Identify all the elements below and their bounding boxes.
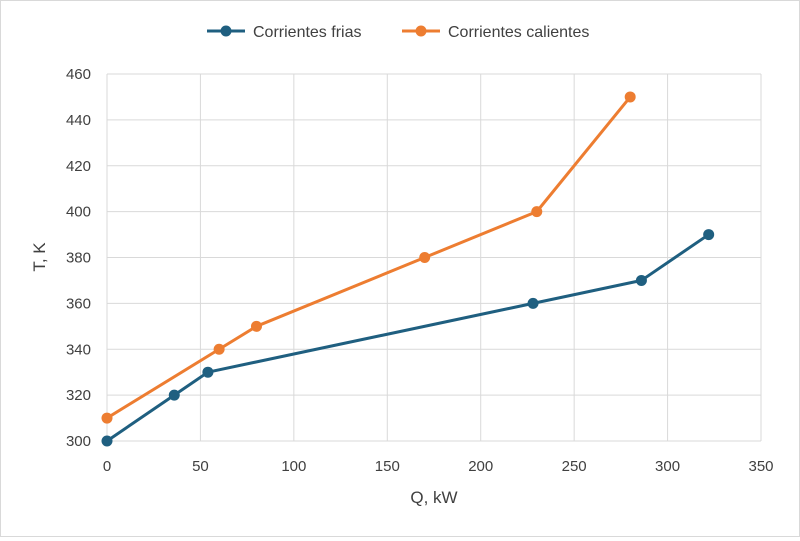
y-tick-label: 320: [66, 387, 91, 404]
data-point-series-1: [202, 366, 214, 378]
grid: [106, 73, 762, 442]
legend-label-2: Corrientes calientes: [448, 24, 589, 41]
x-tick-label: 100: [281, 458, 306, 475]
series: [101, 91, 715, 447]
x-tick-label: 250: [562, 458, 587, 475]
legend-marker-2: [415, 25, 427, 37]
data-point-series-2: [101, 412, 113, 424]
data-point-series-1: [703, 229, 715, 241]
data-point-series-1: [101, 435, 113, 447]
data-point-series-2: [531, 206, 543, 218]
y-tick-label: 360: [66, 295, 91, 312]
y-tick-label: 300: [66, 433, 91, 450]
y-tick-label: 340: [66, 341, 91, 358]
x-tick-label: 0: [103, 458, 111, 475]
data-point-series-2: [213, 343, 225, 355]
data-point-series-1: [635, 274, 647, 286]
data-point-series-2: [250, 320, 262, 332]
y-axis-ticks: 300 320 340 360 380 400 420 440 460: [66, 66, 91, 450]
y-axis-title: T, K: [30, 242, 49, 272]
x-tick-label: 50: [192, 458, 209, 475]
x-axis-ticks: 0 50 100 150 200 250 300 350: [103, 458, 774, 475]
y-tick-label: 380: [66, 250, 91, 267]
y-tick-label: 400: [66, 204, 91, 221]
x-tick-label: 150: [375, 458, 400, 475]
x-tick-label: 350: [748, 458, 773, 475]
legend-marker-1: [220, 25, 232, 37]
y-tick-label: 440: [66, 112, 91, 129]
x-tick-label: 200: [468, 458, 493, 475]
data-point-series-2: [624, 91, 636, 103]
y-tick-label: 420: [66, 158, 91, 175]
data-point-series-2: [419, 252, 431, 263]
series-line-2: [105, 95, 632, 420]
legend-label-1: Corrientes frias: [253, 24, 361, 41]
series-line-1: [105, 233, 711, 443]
x-axis-title: Q, kW: [410, 488, 457, 507]
data-point-series-1: [168, 389, 180, 401]
x-tick-label: 300: [655, 458, 680, 475]
data-point-series-1: [527, 297, 539, 309]
legend: Corrientes frias Corrientes calientes: [207, 24, 589, 41]
y-tick-label: 460: [66, 66, 91, 83]
